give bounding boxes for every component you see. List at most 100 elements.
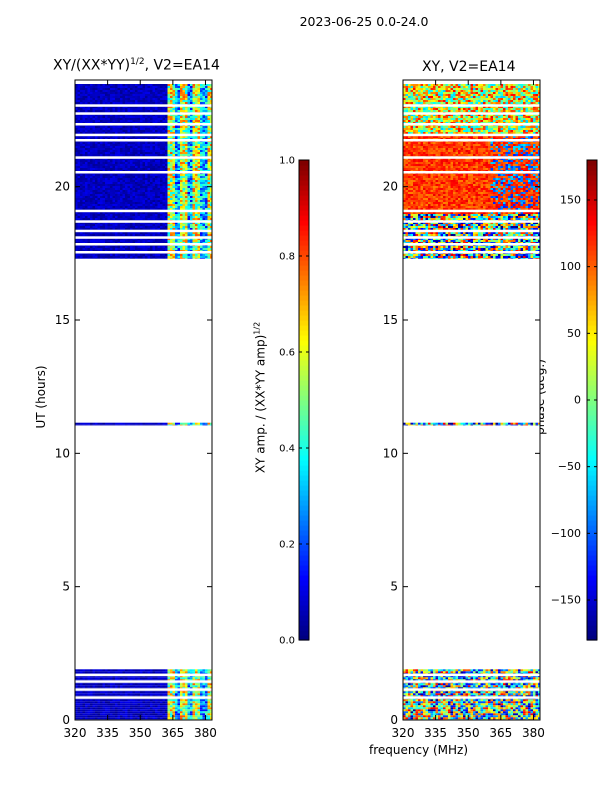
heatmap-cell <box>80 158 83 160</box>
heatmap-cell <box>100 120 103 122</box>
heatmap-cell <box>167 204 170 206</box>
heatmap-cell <box>172 709 175 712</box>
heatmap-cell <box>125 146 128 148</box>
heatmap-cell <box>140 158 143 160</box>
heatmap-cell <box>177 198 180 200</box>
heatmap-cell <box>110 202 113 204</box>
heatmap-cell <box>107 98 110 100</box>
heatmap-cell <box>95 192 98 194</box>
heatmap-cell <box>112 96 115 98</box>
heatmap-cell <box>97 152 100 154</box>
heatmap-cell <box>132 92 135 94</box>
heatmap-cell <box>190 180 193 182</box>
heatmap-cell <box>152 685 155 688</box>
heatmap-cell <box>75 717 78 720</box>
heatmap-cell <box>117 128 120 130</box>
heatmap-cell <box>185 711 188 714</box>
heatmap-cell <box>120 114 123 116</box>
heatmap-cell <box>192 182 195 184</box>
heatmap-cell <box>177 715 180 718</box>
heatmap-cell <box>95 130 98 132</box>
heatmap-cell <box>210 102 212 104</box>
heatmap-cell <box>125 699 128 702</box>
heatmap-cell <box>77 711 80 714</box>
heatmap-cell <box>165 144 168 146</box>
heatmap-cell <box>190 114 193 116</box>
heatmap-cell <box>185 691 188 694</box>
heatmap-cell <box>155 180 158 182</box>
heatmap-cell <box>145 118 148 120</box>
heatmap-cell <box>167 88 170 90</box>
heatmap-cell <box>175 188 178 190</box>
heatmap-cell <box>210 162 212 164</box>
heatmap-cell <box>207 190 210 192</box>
heatmap-cell <box>192 130 195 132</box>
heatmap-cell <box>100 114 103 116</box>
heatmap-cell <box>170 152 173 154</box>
heatmap-cell <box>152 162 155 164</box>
heatmap-cell <box>115 88 118 90</box>
heatmap-cell <box>107 128 110 130</box>
heatmap-cell <box>75 102 78 104</box>
heatmap-cell <box>185 126 188 128</box>
heatmap-cell <box>117 166 120 168</box>
heatmap-cell <box>177 701 180 704</box>
heatmap-cell <box>155 202 158 204</box>
heatmap-cell <box>187 188 190 190</box>
heatmap-cell <box>125 200 128 202</box>
heatmap-cell <box>137 132 140 134</box>
heatmap-cell <box>162 198 165 200</box>
heatmap-cell <box>90 98 93 100</box>
heatmap-cell <box>135 715 138 718</box>
heatmap-cell <box>190 94 193 96</box>
heatmap-cell <box>145 108 148 110</box>
heatmap-cell <box>87 118 90 120</box>
heatmap-cell <box>77 184 80 186</box>
heatmap-cell <box>142 102 145 104</box>
heatmap-cell <box>207 96 210 98</box>
heatmap-cell <box>122 200 125 202</box>
heatmap-cell <box>117 677 120 680</box>
heatmap-cell <box>95 90 98 92</box>
heatmap-cell <box>107 202 110 204</box>
heatmap-cell <box>85 202 88 204</box>
heatmap-cell <box>165 166 168 168</box>
heatmap-cell <box>92 190 95 192</box>
heatmap-cell <box>165 178 168 180</box>
heatmap-cell <box>152 200 155 202</box>
heatmap-cell <box>167 707 170 710</box>
heatmap-cell <box>150 108 153 110</box>
heatmap-cell <box>200 160 203 162</box>
heatmap-cell <box>185 154 188 156</box>
heatmap-cell <box>120 180 123 182</box>
heatmap-cell <box>132 136 135 138</box>
heatmap-cell <box>165 152 168 154</box>
heatmap-cell <box>135 98 138 100</box>
heatmap-cell <box>165 118 168 120</box>
heatmap-cell <box>147 90 150 92</box>
heatmap-cell <box>180 128 183 130</box>
heatmap-cell <box>100 142 103 144</box>
heatmap-cell <box>150 699 153 702</box>
heatmap-cell <box>160 186 163 188</box>
heatmap-cell <box>95 166 98 168</box>
heatmap-cell <box>157 132 160 134</box>
heatmap-cell <box>97 92 100 94</box>
heatmap-cell <box>160 142 163 144</box>
heatmap-cell <box>190 128 193 130</box>
heatmap-cell <box>117 184 120 186</box>
heatmap-cell <box>127 92 130 94</box>
heatmap-cell <box>120 204 123 206</box>
heatmap-cell <box>207 424 210 426</box>
heatmap-cell <box>80 126 83 128</box>
heatmap-cell <box>135 100 138 102</box>
heatmap-cell <box>107 707 110 710</box>
heatmap-cell <box>97 164 100 166</box>
heatmap-cell <box>102 176 105 178</box>
heatmap-cell <box>127 126 130 128</box>
heatmap-cell <box>180 705 183 708</box>
heatmap-cell <box>142 90 145 92</box>
heatmap-cell <box>137 180 140 182</box>
heatmap-cell <box>102 208 105 210</box>
heatmap-cell <box>145 176 148 178</box>
